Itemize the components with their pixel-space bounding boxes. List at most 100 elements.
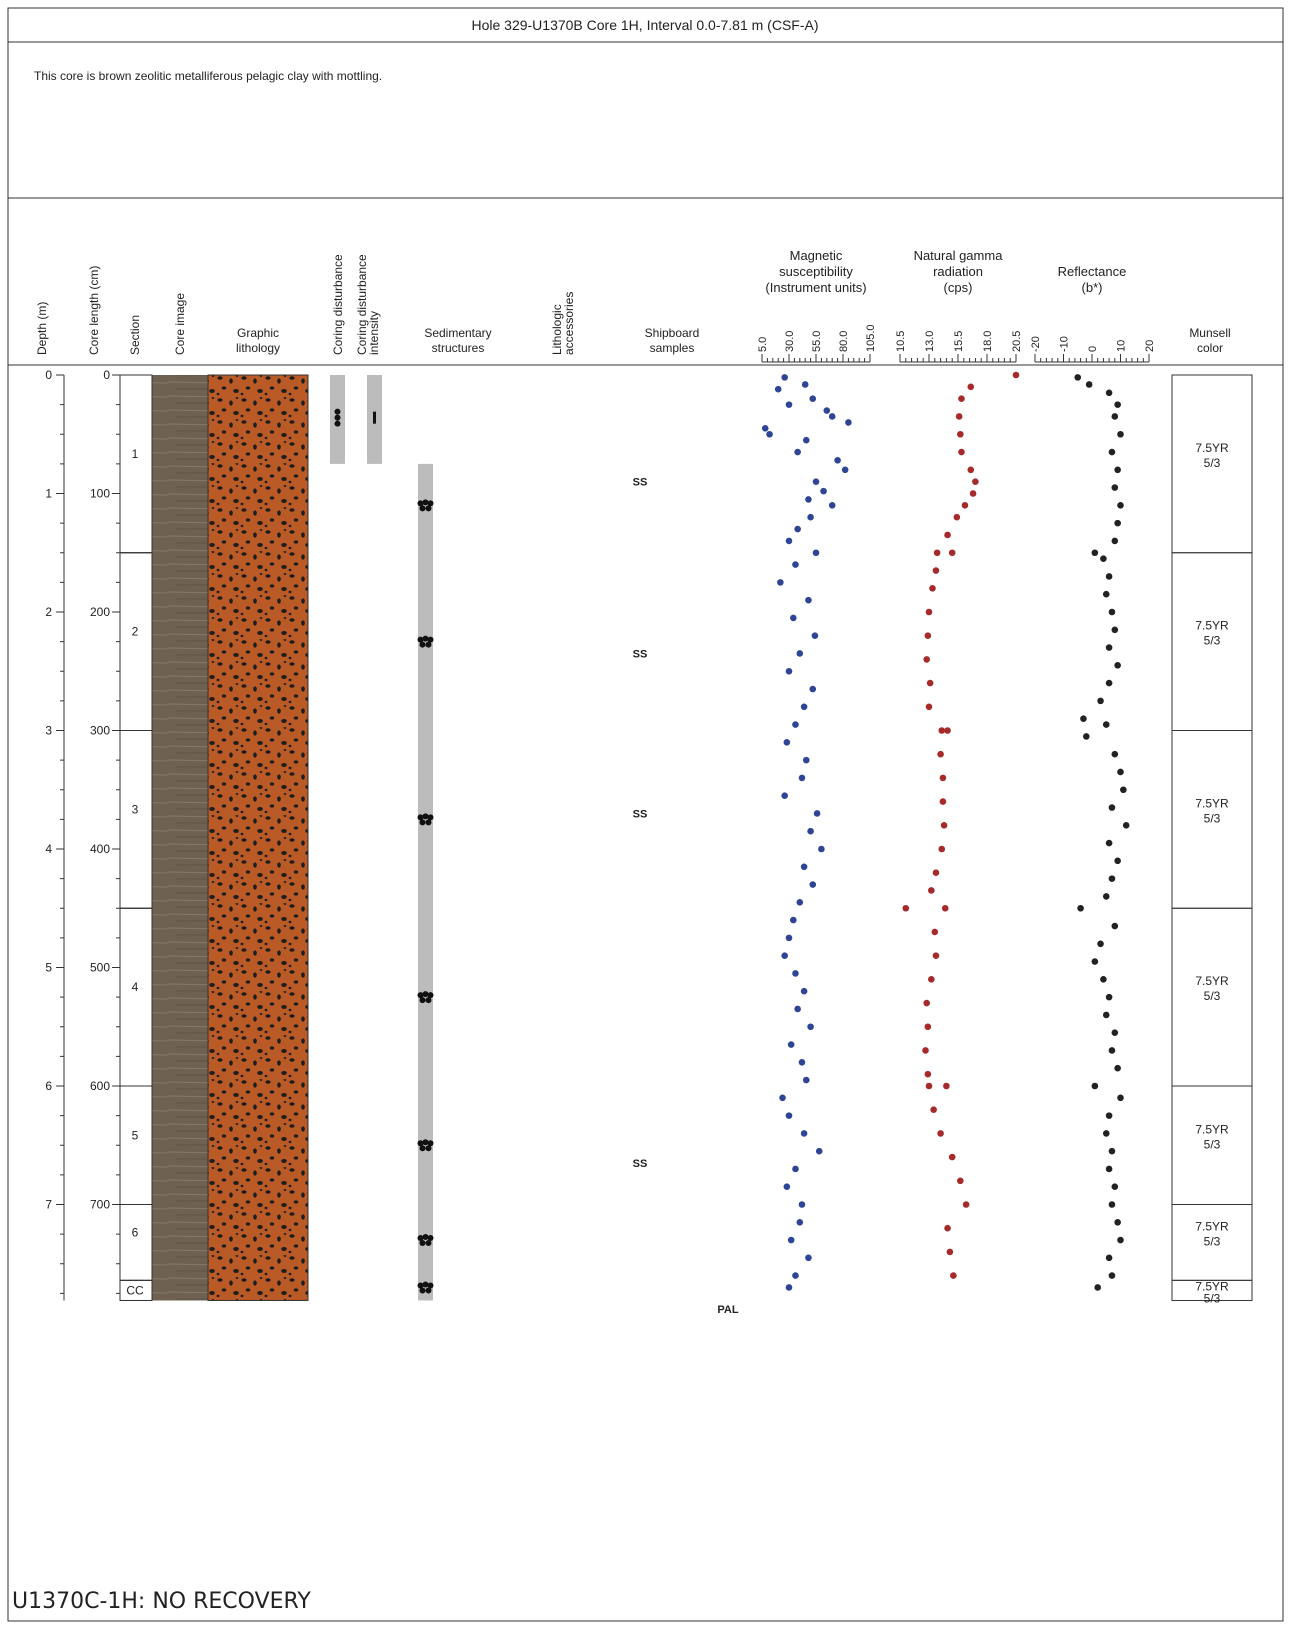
data-point [923,999,930,1007]
data-point [1114,1064,1121,1072]
column-header: Core length (cm) [87,266,101,355]
data-point [1122,822,1130,829]
data-point [1114,466,1121,474]
depth-tick-label: 2 [45,605,52,619]
sample-label: SS [633,477,648,489]
data-point [1108,448,1116,456]
footer-note: U1370C-1H: NO RECOVERY [12,1589,311,1614]
structure-symbol [425,997,432,1004]
disturbance-symbol [334,408,341,415]
data-point [781,952,788,959]
section-label: 5 [132,1128,139,1142]
data-point [924,1070,932,1078]
intensity-symbol [373,411,376,424]
depth-tick-label: 0 [45,368,52,382]
munsell-label: 7.5YR [1195,974,1229,988]
x-tick-label: 105.0 [865,324,877,352]
structure-symbol [425,1287,432,1294]
data-point [1085,381,1093,388]
structure-symbol [419,505,426,512]
data-point [1091,1082,1099,1090]
data-point [1105,573,1113,580]
structure-symbol [422,1281,429,1288]
data-point [944,727,951,734]
data-point [802,436,810,444]
data-point [774,385,782,393]
data-point [929,585,936,592]
structure-symbol [425,505,432,512]
data-point [766,430,773,438]
column-header: Lithologic [550,304,564,355]
data-point [962,1201,970,1208]
munsell-label: 7.5YR [1195,1279,1229,1293]
data-point [834,457,841,464]
data-point [1111,626,1119,634]
data-point [928,976,935,983]
data-point [1117,1094,1124,1102]
data-point [955,413,963,420]
data-point [787,1041,795,1048]
x-tick-label: 13.0 [924,331,936,352]
data-point [944,1224,951,1232]
data-point [792,721,799,728]
structure-symbol [419,641,426,648]
data-point [792,1165,799,1173]
data-point [796,899,804,906]
section-box [119,907,153,1087]
structure-symbol [422,813,429,820]
data-point [1102,1011,1110,1019]
core-length-tick-label: 0 [103,368,110,382]
data-point [967,383,975,391]
data-point [1108,1147,1116,1155]
structure-symbol [419,997,426,1004]
data-point [761,425,769,432]
munsell-label: 5/3 [1204,634,1221,648]
structure-symbol [422,991,429,998]
data-point [1111,750,1119,758]
data-point [813,810,821,817]
data-point [805,496,812,503]
data-point [931,928,939,936]
section-box [119,1085,153,1205]
data-point [818,845,825,853]
data-point [940,822,948,829]
description: This core is brown zeolitic metalliferou… [34,69,382,83]
x-tick-label: 30.0 [784,331,796,352]
data-point [950,1272,957,1279]
data-point [1080,715,1087,722]
data-point [1097,940,1104,948]
column-header: Munsell [1189,326,1230,340]
data-point [841,466,849,474]
structure-symbol [417,1140,424,1147]
column-header: structures [432,341,485,355]
core-length-tick-label: 100 [90,487,110,501]
section-label: 1 [132,447,139,461]
structure-symbol [417,500,424,507]
data-point [957,1177,964,1185]
data-point [961,502,969,509]
data-point [807,513,814,521]
graphic-lithology [207,374,309,1301]
structure-symbol [427,1235,434,1242]
data-point [1102,721,1110,728]
structure-symbol [417,1235,424,1242]
data-point [1074,374,1082,381]
depth-tick-label: 1 [45,487,52,501]
depth-tick-label: 7 [45,1198,52,1212]
structure-symbol [427,992,434,999]
depth-tick-label: 6 [45,1079,52,1093]
x-tick-label: 10 [1116,340,1128,352]
data-point [1105,1112,1113,1119]
structure-symbol [422,499,429,506]
data-point [796,1218,804,1226]
column-header: intensity [367,311,381,355]
column-header: color [1197,341,1223,355]
data-point [1108,608,1116,616]
x-tick-label: 55.0 [811,331,823,352]
data-point [937,1130,944,1137]
data-point [925,703,933,711]
data-point [812,549,820,557]
structure-symbol [427,1282,434,1289]
data-point [812,478,820,485]
section-box [119,374,153,554]
